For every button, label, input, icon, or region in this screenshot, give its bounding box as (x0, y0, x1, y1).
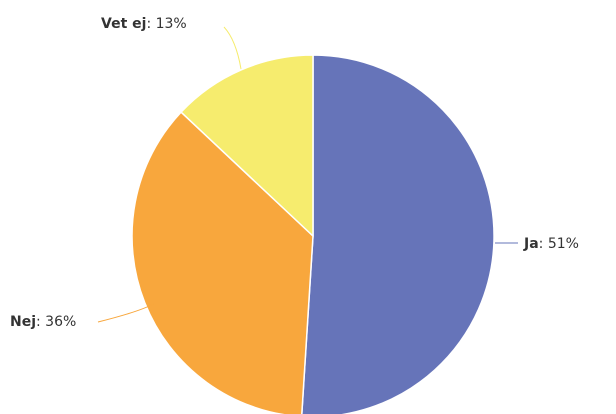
connector-vet-ej (223, 26, 242, 70)
slice-label-value: : 13% (146, 16, 186, 32)
connector-nej (97, 302, 156, 323)
pie-slice-ja[interactable] (301, 54, 495, 414)
slice-label-name: Vet ej (101, 16, 146, 32)
slice-label-value: : 36% (36, 314, 76, 330)
slice-label-ja: Ja: 51% (523, 236, 579, 252)
slice-labels: Ja: 51% Nej: 36% Vet ej: 13% (10, 16, 579, 330)
label-connectors (97, 26, 518, 323)
pie-slices (131, 54, 495, 414)
pie-slice-vet-ej[interactable] (180, 54, 314, 237)
slice-label-vet-ej: Vet ej: 13% (101, 16, 187, 32)
slice-label-name: Nej (10, 314, 36, 330)
slice-label-value: : 51% (539, 236, 579, 252)
slice-label-name: Ja (523, 236, 539, 252)
pie-slice-nej[interactable] (131, 111, 314, 414)
slice-label-nej: Nej: 36% (10, 314, 76, 330)
